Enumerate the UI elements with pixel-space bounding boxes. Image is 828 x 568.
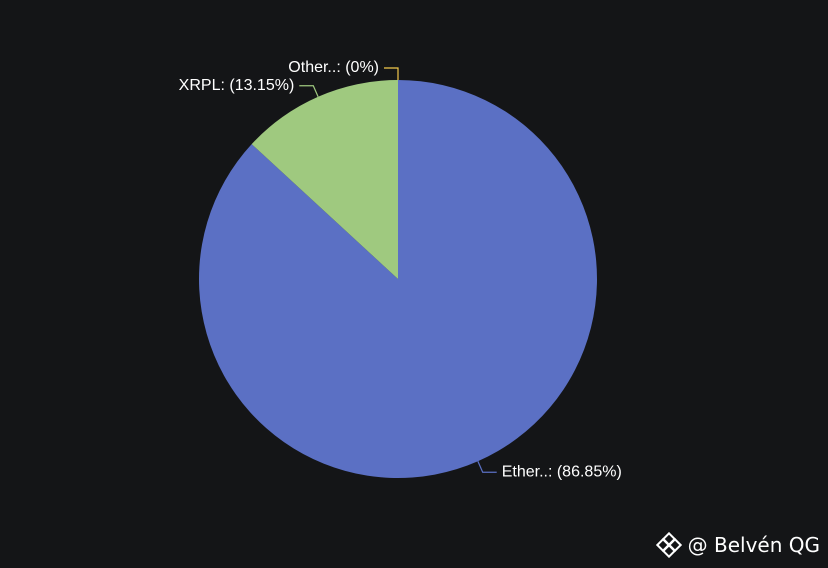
slice-label-xrpl: XRPL: (13.15%) [179, 77, 295, 94]
pie-slices [198, 80, 597, 479]
pie-slice-xrpl [251, 80, 398, 279]
binance-diamond-icon [655, 531, 682, 559]
pie-slice-ether [198, 80, 597, 479]
watermark: @ Belvén QG [655, 531, 820, 559]
watermark-text: @ Belvén QG [687, 533, 820, 557]
leader-line-ether [477, 461, 497, 473]
leader-line-other [384, 67, 399, 80]
leader-line-xrpl [299, 85, 319, 97]
slice-labels: Ether..: (86.85%) XRPL: (13.15%)Other..: … [179, 59, 622, 480]
slice-label-other: Other..: (0%) [288, 59, 379, 76]
leader-lines [299, 67, 497, 473]
slice-label-ether: Ether..: (86.85%) [502, 463, 622, 480]
